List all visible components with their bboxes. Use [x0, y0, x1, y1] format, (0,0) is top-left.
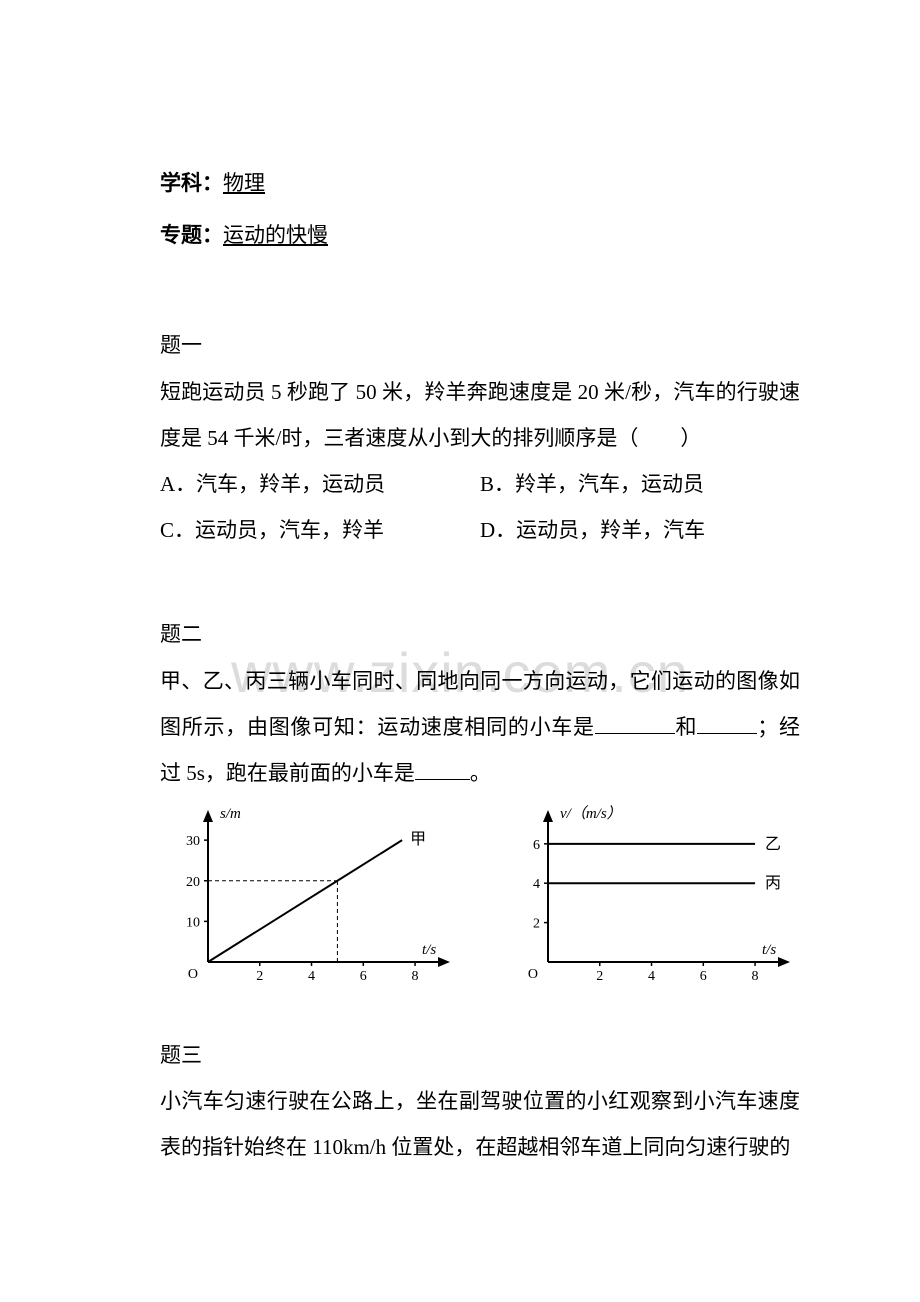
- svg-text:v/（m/s）: v/（m/s）: [560, 805, 622, 822]
- svg-text:2: 2: [596, 969, 603, 984]
- svg-text:t/s: t/s: [422, 942, 436, 958]
- subject-line: 学科：物理: [160, 160, 800, 206]
- q1-options: A．汽车，羚羊，运动员 B．羚羊，汽车，运动员 C．运动员，汽车，羚羊 D．运动…: [160, 461, 800, 553]
- svg-text:20: 20: [186, 875, 200, 890]
- svg-text:t/s: t/s: [762, 942, 776, 958]
- svg-text:30: 30: [186, 834, 200, 849]
- svg-text:4: 4: [308, 969, 315, 984]
- svg-text:2: 2: [533, 917, 540, 932]
- q3-label: 题三: [160, 1032, 800, 1078]
- svg-text:6: 6: [533, 838, 540, 853]
- svg-text:2: 2: [256, 969, 263, 984]
- svg-text:O: O: [188, 967, 198, 982]
- q2-body: 甲、乙、丙三辆小车同时、同地向同一方向运动，它们运动的图像如图所示，由图像可知：…: [160, 658, 800, 797]
- q3-body: 小汽车匀速行驶在公路上，坐在副驾驶位置的小红观察到小汽车速度表的指针始终在 11…: [160, 1078, 800, 1170]
- svg-text:4: 4: [648, 969, 655, 984]
- svg-text:6: 6: [700, 969, 707, 984]
- charts-row: 10 20 30 2 4 6 8 Os/m t/s 甲 2 4 6 2 4 6 8 Ov/（m/s） t/s 乙丙: [160, 802, 800, 992]
- chart-2-vt: 2 4 6 2 4 6 8 Ov/（m/s） t/s 乙丙: [500, 802, 800, 992]
- svg-text:8: 8: [752, 969, 759, 984]
- q1-body: 短跑运动员 5 秒跑了 50 米，羚羊奔跑速度是 20 米/秒，汽车的行驶速度是…: [160, 369, 800, 461]
- page-content: 学科：物理 专题：运动的快慢 题一 短跑运动员 5 秒跑了 50 米，羚羊奔跑速…: [160, 160, 800, 1171]
- svg-text:s/m: s/m: [220, 806, 241, 822]
- q1-option-a: A．汽车，羚羊，运动员: [160, 461, 480, 507]
- q2-label: 题二: [160, 611, 800, 657]
- svg-text:10: 10: [186, 915, 200, 930]
- topic-label: 专题：: [160, 223, 223, 247]
- svg-text:甲: 甲: [410, 831, 426, 848]
- q1-option-c: C．运动员，汽车，羚羊: [160, 507, 480, 553]
- q2-body-end: 。: [470, 761, 491, 785]
- svg-text:4: 4: [533, 877, 540, 892]
- svg-text:8: 8: [412, 969, 419, 984]
- q1-label: 题一: [160, 322, 800, 368]
- subject-value: 物理: [223, 171, 265, 195]
- svg-text:丙: 丙: [765, 875, 781, 892]
- svg-text:O: O: [528, 967, 538, 982]
- fill-blank-1: [595, 713, 675, 734]
- chart-1-st: 10 20 30 2 4 6 8 Os/m t/s 甲: [160, 802, 460, 992]
- fill-blank-3: [415, 759, 470, 780]
- q2-body-mid1: 和: [675, 715, 697, 739]
- svg-text:乙: 乙: [765, 836, 781, 853]
- fill-blank-2: [697, 713, 757, 734]
- q1-option-d: D．运动员，羚羊，汽车: [480, 507, 800, 553]
- topic-value: 运动的快慢: [223, 223, 328, 247]
- q1-option-b: B．羚羊，汽车，运动员: [480, 461, 800, 507]
- topic-line: 专题：运动的快慢: [160, 212, 800, 258]
- svg-text:6: 6: [360, 969, 367, 984]
- subject-label: 学科：: [160, 171, 223, 195]
